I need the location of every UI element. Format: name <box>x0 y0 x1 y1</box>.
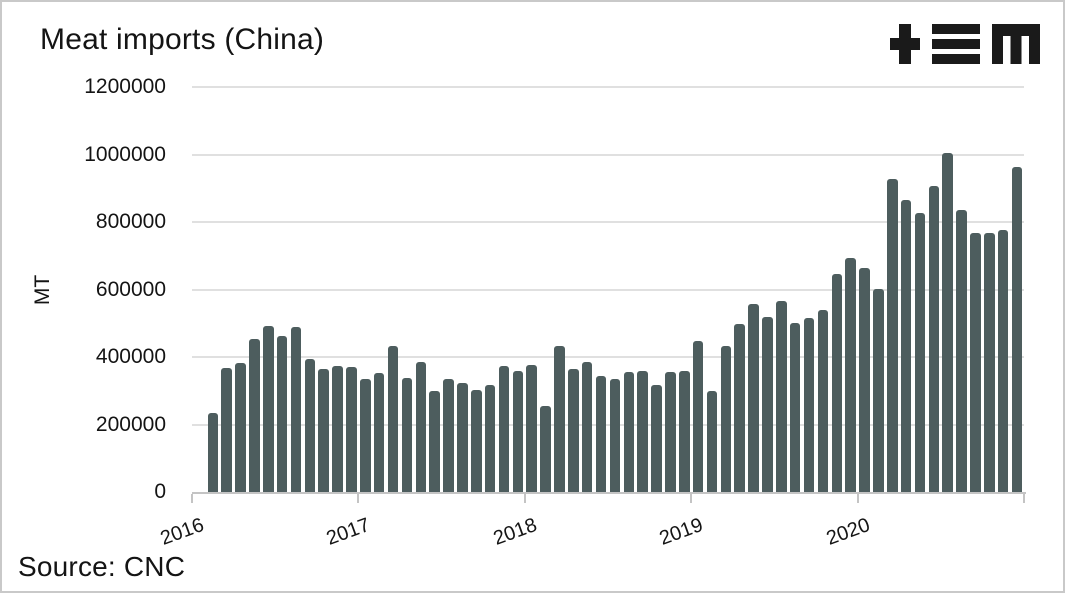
bar-2016-08 <box>290 327 302 492</box>
gridline <box>192 153 1024 156</box>
bar-2017-07 <box>443 378 454 492</box>
x-tick-label-2018: 2018 <box>490 513 540 550</box>
bar-2020-10 <box>984 233 995 492</box>
bar-2018-10 <box>651 384 662 492</box>
bar-2019-08 <box>789 322 801 492</box>
bar-2020-09 <box>970 233 981 492</box>
bar-2017-09 <box>471 390 482 492</box>
bar-2018-11 <box>665 371 676 492</box>
bar-2020-01 <box>859 267 870 492</box>
bar-2017-11 <box>498 365 510 492</box>
bar-2017-06 <box>429 390 440 492</box>
bar-2019-06 <box>762 316 773 492</box>
source-label: Source: CNC <box>18 551 186 582</box>
bar-2019-04 <box>734 323 745 492</box>
bar-2016-06 <box>263 325 274 492</box>
x-tick-label-2019: 2019 <box>656 513 707 550</box>
y-tick-label: 0 <box>154 480 166 503</box>
bar-2017-10 <box>484 384 496 492</box>
gridline <box>192 288 1024 291</box>
gridline <box>192 423 1024 426</box>
brand-logo <box>890 24 1040 64</box>
gridline <box>192 356 1024 358</box>
bar-2016-11 <box>332 366 343 492</box>
y-tick-label: 1000000 <box>84 142 166 166</box>
bar-2018-06 <box>595 375 607 492</box>
bar-2020-08 <box>956 209 967 492</box>
bar-2016-04 <box>235 363 246 492</box>
bar-2016-12 <box>346 367 357 492</box>
x-axis-tick <box>1023 494 1025 503</box>
x-tick-label-2017: 2017 <box>323 513 374 550</box>
gridline <box>192 221 1024 223</box>
bar-2018-03 <box>554 346 565 492</box>
y-tick-label: 200000 <box>95 412 166 436</box>
bar-2018-01 <box>526 364 537 492</box>
bar-2016-09 <box>304 359 316 492</box>
bar-2017-05 <box>415 362 427 492</box>
bar-2017-03 <box>387 346 399 492</box>
bar-2017-04 <box>401 377 413 492</box>
bar-2020-11 <box>997 230 1009 492</box>
bar-2018-09 <box>637 370 648 492</box>
x-tick-label-2020: 2020 <box>823 513 873 550</box>
x-axis-tick <box>523 494 526 503</box>
bar-2018-08 <box>623 371 635 492</box>
bar-2019-09 <box>803 317 815 492</box>
bar-2019-12 <box>845 257 856 492</box>
bar-2016-07 <box>276 336 288 492</box>
bar-2018-12 <box>679 370 690 492</box>
y-tick-label: 800000 <box>95 210 166 233</box>
bar-2016-03 <box>221 368 232 492</box>
bar-2017-12 <box>512 370 524 492</box>
y-tick-label: 1200000 <box>84 75 166 98</box>
bar-2019-10 <box>817 310 829 492</box>
bar-2016-02 <box>207 413 219 492</box>
bar-2018-02 <box>540 406 551 492</box>
bar-2019-11 <box>831 273 843 492</box>
x-axis-line <box>192 492 1026 494</box>
bar-2020-03 <box>887 179 898 492</box>
bar-2020-04 <box>900 200 912 492</box>
bar-2017-08 <box>457 383 468 492</box>
bar-2019-05 <box>748 303 759 492</box>
bar-2016-10 <box>318 369 329 492</box>
chart-title: Meat imports (China) <box>40 23 325 56</box>
x-axis-tick <box>856 494 859 503</box>
x-axis-tick <box>357 494 360 503</box>
logo-bars-icon <box>932 24 980 34</box>
y-tick-label: 600000 <box>95 277 166 301</box>
bar-2018-04 <box>568 369 579 492</box>
x-axis-tick <box>191 494 193 503</box>
bar-2018-07 <box>609 378 621 492</box>
bar-2019-01 <box>692 341 704 492</box>
bar-2017-02 <box>373 373 385 492</box>
bar-2016-05 <box>249 339 260 492</box>
bar-2020-12 <box>1011 167 1023 492</box>
y-tick-label: 400000 <box>95 345 166 368</box>
bar-2020-05 <box>914 212 926 492</box>
bar-2020-07 <box>942 152 953 492</box>
bar-2019-03 <box>720 345 732 492</box>
bar-2017-01 <box>360 378 371 492</box>
bar-2020-02 <box>873 289 884 492</box>
gridline <box>192 86 1024 88</box>
bar-2019-07 <box>776 301 787 492</box>
x-axis-tick <box>690 494 693 503</box>
x-tick-label-2016: 2016 <box>157 513 207 550</box>
bar-2019-02 <box>706 391 718 492</box>
bar-2018-05 <box>581 362 593 492</box>
bar-2020-06 <box>928 185 940 492</box>
